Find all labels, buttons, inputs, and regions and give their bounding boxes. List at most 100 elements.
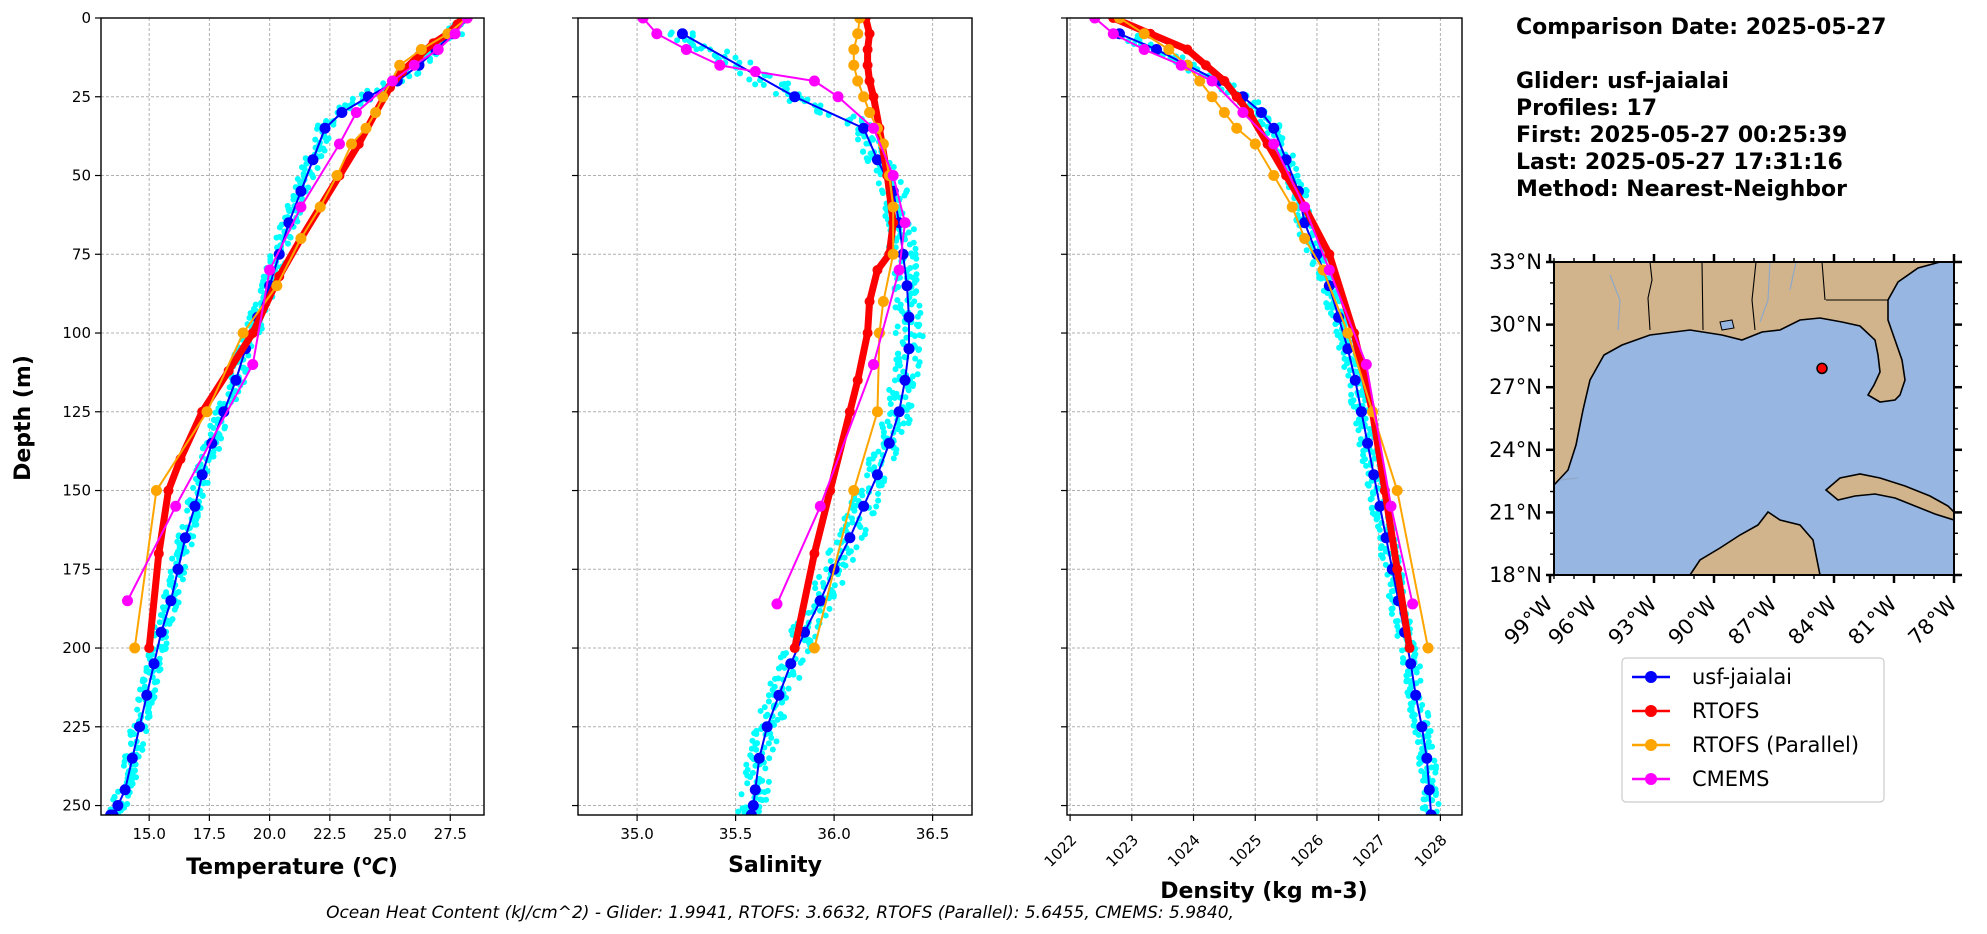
- glider-raw-point: [909, 253, 916, 260]
- data-point: [897, 248, 909, 260]
- glider-raw-point: [202, 479, 209, 486]
- data-point: [274, 271, 285, 282]
- data-point: [864, 296, 875, 307]
- glider-raw-point: [1429, 777, 1436, 784]
- y-tick-label: 150: [62, 482, 91, 500]
- first-time: First: 2025-05-27 00:25:39: [1516, 123, 1848, 148]
- glider-raw-point: [1293, 165, 1300, 172]
- glider-raw-point: [199, 445, 206, 452]
- glider-raw-point: [120, 762, 127, 769]
- map-lon-label: 87°W: [1724, 591, 1782, 649]
- y-tick-label: 75: [72, 245, 91, 263]
- data-point: [1362, 437, 1374, 449]
- x-tick-label: 36.0: [817, 825, 850, 843]
- glider-raw-point: [812, 585, 819, 592]
- glider-raw-point: [858, 487, 865, 494]
- glider-raw-point: [915, 362, 922, 369]
- glider-raw-point: [855, 136, 862, 143]
- data-point: [1360, 359, 1372, 371]
- glider-raw-point: [427, 57, 434, 64]
- glider-raw-point: [246, 314, 253, 321]
- glider-raw-point: [747, 59, 754, 66]
- data-point: [295, 201, 307, 213]
- data-point: [868, 91, 879, 102]
- data-point: [362, 91, 374, 103]
- map-lon-label: 90°W: [1664, 591, 1722, 649]
- data-point: [1385, 500, 1397, 512]
- glider-raw-point: [1318, 275, 1325, 282]
- glider-raw-point: [871, 464, 878, 471]
- glider-raw-point: [839, 579, 846, 586]
- y-tick-label: 225: [62, 718, 91, 736]
- glider-raw-point: [760, 81, 767, 88]
- glider-raw-point: [773, 738, 780, 745]
- glider-raw-point: [1411, 717, 1418, 724]
- glider-raw-point: [1413, 669, 1420, 676]
- y-tick-label: 25: [72, 88, 91, 106]
- glider-raw-point: [1403, 678, 1410, 685]
- glider-raw-point: [891, 394, 898, 401]
- glider-raw-point: [1416, 760, 1423, 767]
- glider-raw-point: [766, 755, 773, 762]
- glider-raw-point: [780, 652, 787, 659]
- legend-marker: [1645, 705, 1657, 717]
- x-tick-label: 36.5: [916, 825, 949, 843]
- glider-raw-point: [1303, 187, 1310, 194]
- series-line: [133, 18, 469, 650]
- x-tick-label: 35.5: [719, 825, 752, 843]
- glider-raw-point: [1309, 261, 1316, 268]
- glider-raw-point: [894, 297, 901, 304]
- glider-raw-point: [732, 54, 739, 61]
- spacer: [1516, 41, 1886, 68]
- map-lat-label: 18°N: [1489, 563, 1542, 587]
- glider-raw-point: [1362, 415, 1369, 422]
- glider-raw-point: [1394, 632, 1401, 639]
- glider-raw-point: [823, 566, 830, 573]
- glider-raw-point: [667, 31, 674, 38]
- data-point: [745, 809, 757, 815]
- series-usf-jaialai-0: [105, 18, 471, 815]
- glider-raw-point: [1356, 441, 1363, 448]
- glider-raw-point: [216, 445, 223, 452]
- glider-raw-point: [415, 70, 422, 77]
- data-point: [264, 264, 276, 276]
- glider-raw-point: [790, 671, 797, 678]
- data-point: [872, 265, 883, 276]
- data-point: [852, 28, 864, 40]
- glider-raw-point: [1377, 545, 1384, 552]
- glider-raw-point: [827, 558, 834, 565]
- data-point: [150, 485, 162, 497]
- glider-raw-point: [138, 746, 145, 753]
- glider-raw-point: [1348, 391, 1355, 398]
- data-point: [1323, 264, 1335, 276]
- glider-raw-point: [902, 394, 909, 401]
- data-point: [165, 595, 177, 607]
- glider-raw-point: [137, 686, 144, 693]
- data-point: [1349, 374, 1361, 386]
- glider-raw-point: [287, 234, 294, 241]
- glider-raw-point: [890, 455, 897, 462]
- glider-raw-point: [156, 619, 163, 626]
- y-tick-label: 125: [62, 403, 91, 421]
- data-point: [887, 248, 899, 260]
- x-tick-label: 15.0: [132, 825, 165, 843]
- glider-raw-point: [153, 678, 160, 685]
- glider-raw-point: [294, 218, 301, 225]
- data-point: [1219, 76, 1230, 87]
- glider-raw-point: [139, 678, 146, 685]
- data-point: [858, 122, 870, 134]
- glider-raw-point: [826, 605, 833, 612]
- glider-raw-point: [747, 773, 754, 780]
- glider-raw-point: [910, 239, 917, 246]
- glider-raw-point: [1432, 769, 1439, 776]
- glider-raw-point: [774, 716, 781, 723]
- x-tick-label: 1026: [1287, 831, 1327, 871]
- data-point: [1342, 343, 1354, 355]
- axes-frame-2: [1066, 17, 1463, 816]
- glider-raw-point: [1370, 491, 1377, 498]
- glider-raw-point: [901, 192, 908, 199]
- data-point: [887, 201, 899, 213]
- glider-raw-point: [753, 731, 760, 738]
- glider-raw-point: [1366, 425, 1373, 432]
- glider-raw-point: [1303, 247, 1310, 254]
